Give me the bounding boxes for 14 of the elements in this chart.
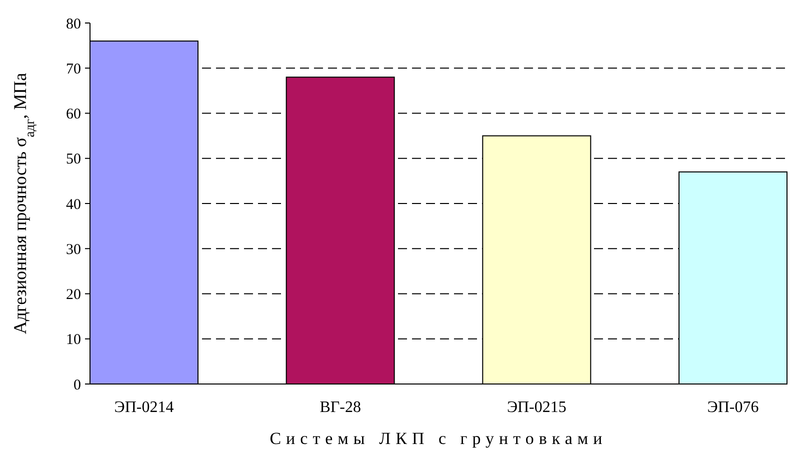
x-tick-label: ЭП-0215: [506, 399, 566, 416]
x-tick-label: ВГ-28: [320, 399, 361, 416]
x-axis-title: Системы ЛКП с грунтовками: [270, 429, 608, 448]
x-tick-label: ЭП-0214: [114, 399, 174, 416]
y-tick-label: 60: [66, 106, 81, 122]
y-tick-label: 80: [66, 16, 81, 32]
y-tick-label: 0: [74, 377, 81, 394]
y-tick-label: 20: [66, 287, 81, 303]
y-tick-label: 10: [66, 332, 81, 348]
y-tick-label: 50: [66, 152, 81, 168]
y-tick-label: 40: [66, 196, 81, 213]
x-tick-label: ЭП-076: [707, 399, 759, 416]
y-tick-label: 70: [66, 61, 81, 78]
y-tick-label: 30: [66, 242, 81, 258]
